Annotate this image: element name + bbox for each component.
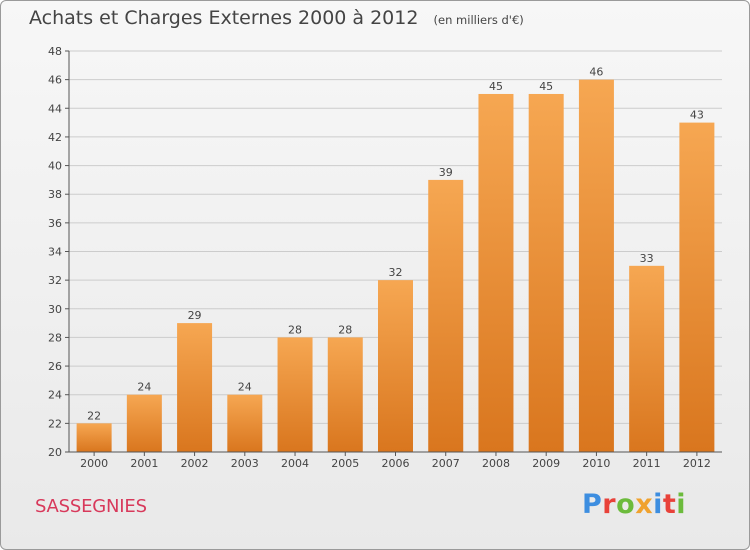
y-tick-label: 24 xyxy=(48,389,62,402)
bar xyxy=(578,79,614,453)
bars xyxy=(76,79,715,453)
y-tick-label: 26 xyxy=(48,360,62,373)
chart-title: Achats et Charges Externes 2000 à 2012 xyxy=(29,7,419,29)
bar xyxy=(478,93,514,452)
x-tick-label: 2004 xyxy=(281,457,309,470)
x-tick-label: 2006 xyxy=(382,457,410,470)
bar xyxy=(679,122,715,452)
data-label: 46 xyxy=(589,66,603,79)
logo-letter: x xyxy=(635,489,654,520)
y-tick-label: 42 xyxy=(48,131,62,144)
data-label: 45 xyxy=(539,80,553,93)
data-label: 39 xyxy=(439,166,453,179)
y-tick-label: 20 xyxy=(48,446,62,459)
logo-letter: P xyxy=(582,489,603,520)
bar xyxy=(428,179,464,452)
bar xyxy=(327,337,363,452)
y-tick-label: 44 xyxy=(48,102,62,115)
x-tick-label: 2005 xyxy=(331,457,359,470)
x-tick-label: 2002 xyxy=(181,457,209,470)
bar xyxy=(528,93,564,452)
x-tick-label: 2010 xyxy=(582,457,610,470)
commune-name: SASSEGNIES xyxy=(35,496,147,517)
x-tick-label: 2009 xyxy=(532,457,560,470)
data-label: 22 xyxy=(87,409,101,422)
data-label: 45 xyxy=(489,80,503,93)
logo-letter: r xyxy=(602,489,617,520)
x-tick-label: 2008 xyxy=(482,457,510,470)
title-row: Achats et Charges Externes 2000 à 2012 (… xyxy=(29,7,524,29)
y-tick-label: 22 xyxy=(48,417,62,430)
x-tick-label: 2000 xyxy=(80,457,108,470)
bar xyxy=(277,337,313,452)
data-label: 32 xyxy=(389,266,403,279)
y-tick-label: 28 xyxy=(48,331,62,344)
y-tick-label: 40 xyxy=(48,160,62,173)
bar xyxy=(378,280,413,452)
x-tick-label: 2001 xyxy=(130,457,158,470)
bar xyxy=(126,394,162,452)
x-tick-label: 2007 xyxy=(432,457,460,470)
data-label: 28 xyxy=(338,323,352,336)
data-label: 33 xyxy=(640,252,654,265)
chart-subtitle: (en milliers d'€) xyxy=(433,13,524,27)
data-label: 29 xyxy=(188,309,202,322)
y-tick-label: 36 xyxy=(48,217,62,230)
x-tick-label: 2011 xyxy=(633,457,661,470)
x-tick-label: 2003 xyxy=(231,457,259,470)
data-label: 43 xyxy=(690,109,704,122)
x-tick-label: 2012 xyxy=(683,457,711,470)
bar xyxy=(629,265,665,452)
logo-letter: i xyxy=(653,489,663,520)
logo-letter: t xyxy=(662,489,677,520)
bar xyxy=(227,394,263,452)
data-label: 24 xyxy=(238,381,252,394)
bar xyxy=(76,423,112,452)
y-tick-label: 30 xyxy=(48,303,62,316)
y-tick-label: 38 xyxy=(48,188,62,201)
logo-letter: i xyxy=(676,489,687,520)
data-label: 28 xyxy=(288,323,302,336)
y-tick-label: 32 xyxy=(48,274,62,287)
bar xyxy=(177,323,213,452)
axes xyxy=(65,50,722,456)
proxiti-logo: Proxiti xyxy=(582,489,686,520)
y-tick-label: 34 xyxy=(48,246,62,259)
labels: 20 22 24 26 28 30 32 34 36 38 40 42 44 46 48 22 2000 24 20… xyxy=(48,45,711,470)
y-tick-label: 48 xyxy=(48,45,62,58)
y-tick-label: 46 xyxy=(48,74,62,87)
logo-letter: o xyxy=(616,489,636,520)
data-label: 24 xyxy=(137,381,151,394)
